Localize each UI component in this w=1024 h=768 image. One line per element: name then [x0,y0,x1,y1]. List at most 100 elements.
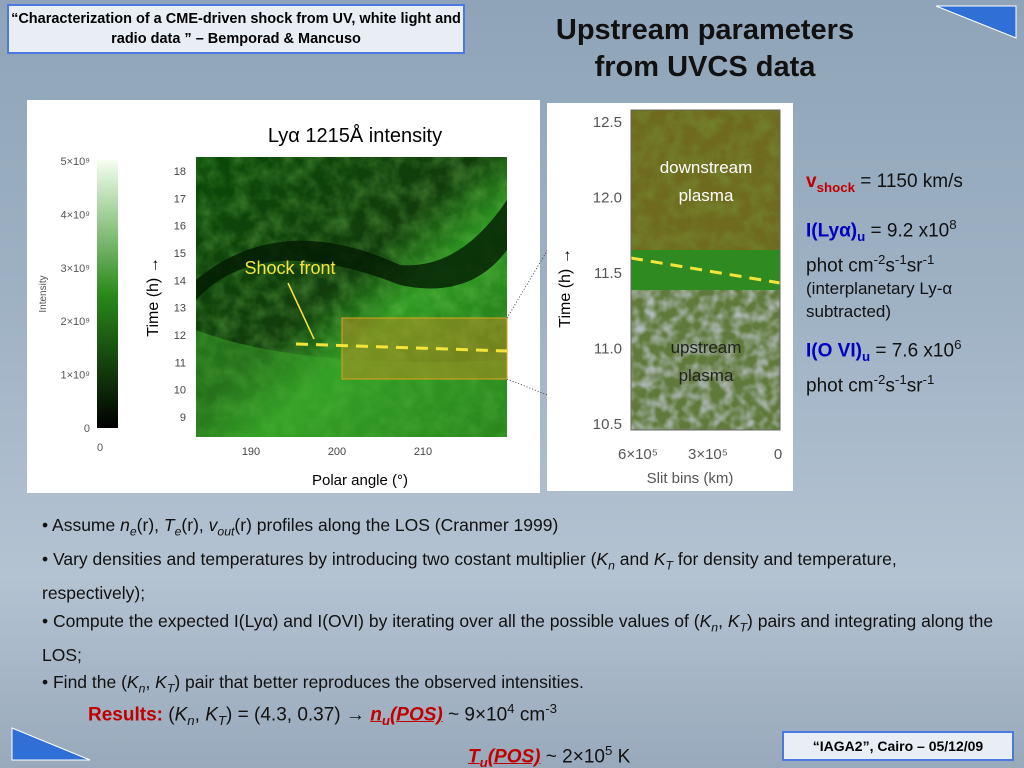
text: K [205,704,218,726]
text: • Find the ( [42,672,127,692]
annotation: Shock front [244,258,335,278]
y-tick-label: 9 [180,412,186,424]
y-tick-label: 12.0 [593,190,622,207]
text: I(Lyα) [806,220,858,242]
y-tick-label: 11.0 [594,341,622,358]
text: -1 [922,372,935,388]
colorbar-tick-label: 2×10⁹ [61,316,91,328]
param: I(O VI)u = 7.6 x106 phot cm-2s-1sr-1 [806,333,1021,397]
colorbar-tick-label: 4×10⁹ [61,209,91,221]
text: e [174,524,182,539]
text: -1 [894,251,907,267]
text: ) pairs and integrating along the LOS; [42,610,994,665]
y-tick-label: 11 [175,357,186,369]
x-tick-label: 0 [774,446,782,463]
y-axis-label: Time (h) → [557,248,574,327]
bullet: • Assume ne(r), Te(r), vout(r) profiles … [42,512,1002,546]
text: (r) profiles along the LOS (Cranmer 1999… [234,515,559,535]
footer: “IAGA2”, Cairo – 05/12/09 [812,738,984,754]
bright-band [196,330,507,437]
y-tick-label: 12 [174,330,186,342]
colorbar-label: Intensity [38,275,49,312]
y-tick-label: 14 [174,275,186,287]
x-tick-label: 200 [328,446,346,458]
result-line: Results: (Kn, KT) = (4.3, 0.37) → nu(POS… [88,694,630,736]
param: vshock = 1150 km/s [806,170,1021,199]
text: 4 [507,701,515,716]
text: T [468,746,480,768]
text: n [608,558,615,573]
text: (r), [136,515,164,535]
text: and [614,549,654,569]
text: (interplanetary Ly-α [806,279,953,299]
text: = 1150 km/s [855,171,963,192]
text: for density and temperature, respectivel… [42,549,897,603]
text: (r), [181,515,209,535]
text: u [381,713,390,729]
text: 5 [604,743,613,759]
text: 8 [949,216,957,232]
text: shock [816,179,856,195]
text: v [208,515,218,535]
bullet: • Find the (Kn, KT) pair that better rep… [42,669,1002,703]
y-tick-label: 17 [174,193,186,205]
text: u [479,755,488,768]
bullet: • Compute the expected I(Lyα) and I(OVI)… [42,608,1002,670]
text: subtracted) [806,302,892,322]
text: K [596,549,609,569]
text: K [727,610,740,631]
text: e [129,524,137,539]
text: n [120,515,130,535]
text: ~ 2×10 [540,746,605,768]
colorbar-tick-label: 0 [84,423,90,435]
text: (POS) [487,746,541,768]
title-line: Upstream parameters [555,14,855,46]
text: T [217,713,227,729]
text: -2 [873,372,886,388]
text: (POS) [389,704,443,726]
corner-triangle [935,5,1017,39]
text: K [699,610,712,631]
y-tick-label: 18 [174,166,186,178]
text: T [739,620,748,634]
region-label: plasma [679,366,734,385]
text: -1 [922,251,935,267]
reference-box: “Characterization of a CME-driven shock … [7,4,465,54]
y-tick-label: 12.5 [593,114,622,131]
text: , [718,610,728,631]
text: sr [906,375,923,397]
results: Results: (Kn, KT) = (4.3, 0.37) → nu(POS… [88,694,630,768]
x-tick-label: 210 [414,446,432,458]
text: n [370,704,382,726]
downstream-texture [631,110,780,250]
text: s [885,375,895,397]
text: T [665,558,674,573]
bullet: • Vary densities and temperatures by int… [42,546,1002,608]
y-tick-label: 15 [174,248,186,260]
text: I(O VI) [806,340,862,362]
parameters: vshock = 1150 km/s I(Lyα)u = 9.2 x108 ph… [806,170,1021,398]
text: -1 [894,372,907,388]
text: 6 [954,337,962,353]
text: ( [162,704,175,726]
text: , [194,704,206,726]
text: n [138,681,146,696]
text: K [612,746,631,768]
text: out [217,524,235,539]
region-label: upstream [671,338,742,357]
text: = 9.2 x10 [865,220,950,242]
ticks: 18 17 16 15 14 13 12 11 10 9 190 200 210 5×10⁹ 4×10⁹ 3×… [61,114,783,463]
text: s [885,255,895,277]
x-tick-label: 6×10⁵ [618,446,658,463]
colorbar [97,160,118,428]
text: K [174,704,188,726]
text: K [155,672,167,692]
y-tick-label: 16 [174,221,186,233]
param: I(Lyα)u = 9.2 x108 phot cm-2s-1sr-1 (int… [806,213,1021,323]
colorbar-tick-label: 3×10⁹ [61,263,91,275]
y-tick-label: 11.5 [594,265,622,282]
x-axis-label: Slit bins (km) [647,470,734,487]
x-axis-label: Polar angle (°) [312,472,408,489]
